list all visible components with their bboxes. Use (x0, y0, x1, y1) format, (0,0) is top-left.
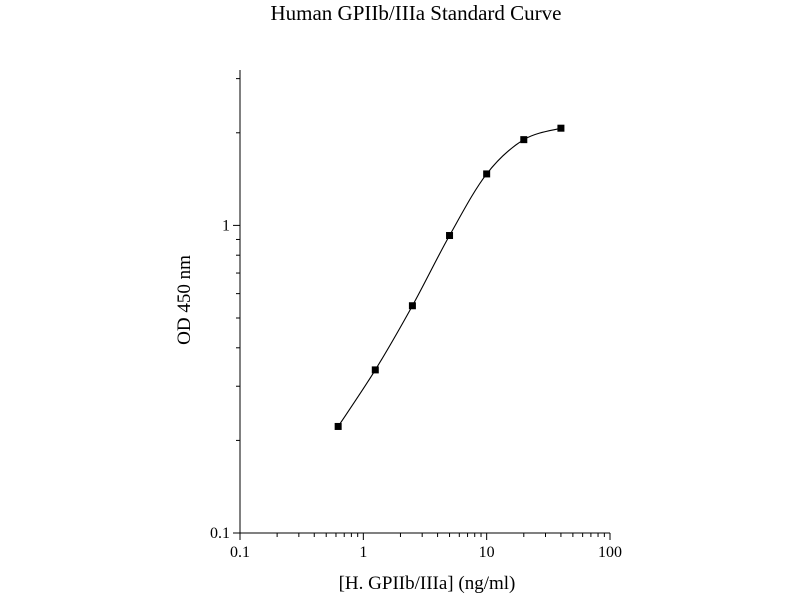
data-point (557, 124, 565, 132)
data-points (334, 124, 565, 430)
chart-title: Human GPIIb/IIIa Standard Curve (270, 1, 562, 25)
x-tick-label: 100 (598, 544, 622, 561)
data-point (334, 422, 342, 430)
data-point (520, 136, 528, 144)
axis-tick-labels: 0.1 1 10 100 0.1 1 (210, 217, 622, 561)
axis-ticks (233, 78, 611, 540)
y-axis-label: OD 450 nm (174, 255, 195, 345)
axes (239, 70, 610, 534)
x-axis-label: [H. GPIIb/IIIa] (ng/ml) (339, 573, 516, 594)
fitted-curve (337, 127, 562, 427)
x-tick-label: 1 (359, 544, 367, 561)
data-point (446, 232, 454, 240)
x-tick-label: 10 (479, 544, 495, 561)
y-tick-label: 1 (222, 217, 230, 234)
data-point (408, 302, 416, 310)
data-point (483, 170, 491, 178)
y-tick-label: 0.1 (210, 525, 230, 542)
x-tick-label: 0.1 (230, 544, 250, 561)
data-point (371, 366, 379, 374)
